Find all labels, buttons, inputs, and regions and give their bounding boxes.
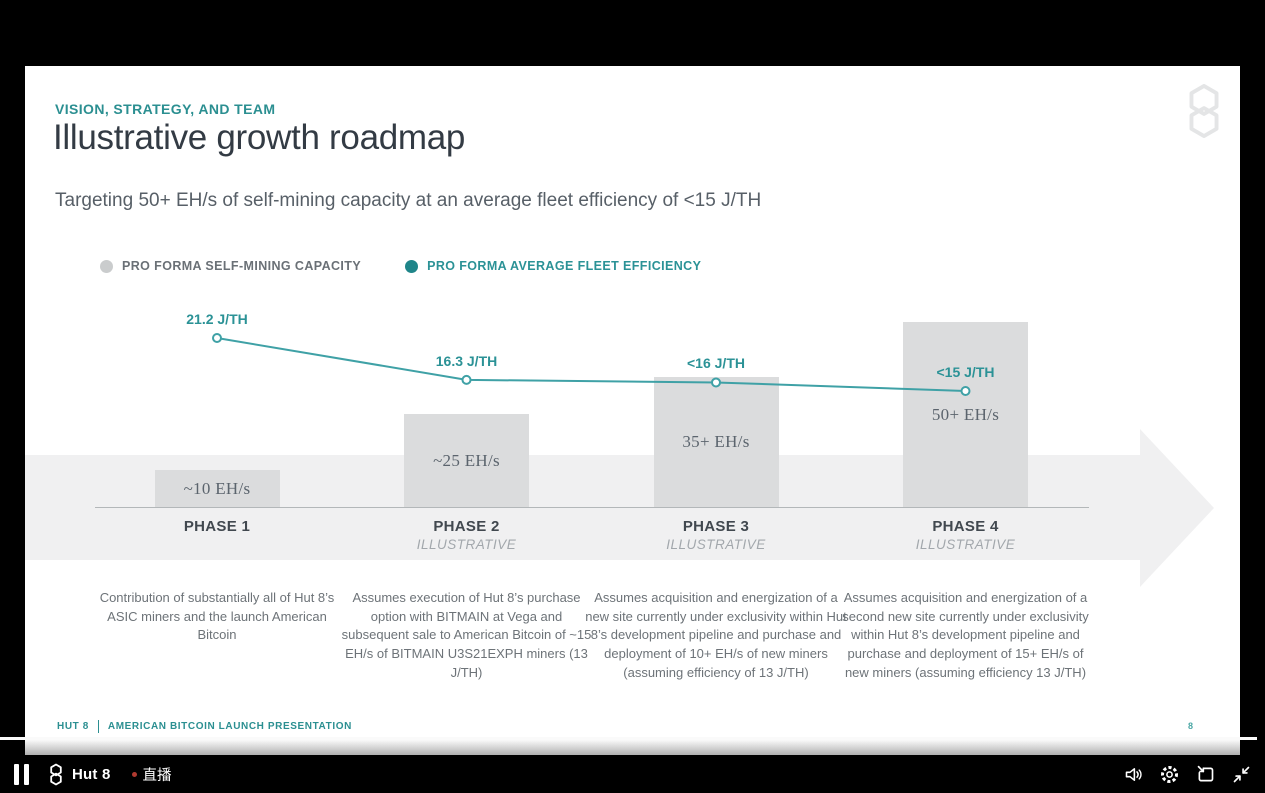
- bottom-gradient-overlay: [25, 739, 1240, 755]
- player-control-bar: Hut 8 直播: [0, 755, 1265, 793]
- video-progress-bar[interactable]: [0, 737, 1257, 740]
- footer-brand: HUT 8: [57, 721, 89, 732]
- phase-tag: ILLUSTRATIVE: [416, 537, 517, 552]
- hut8-logo: [1182, 84, 1226, 143]
- slide-footer: HUT 8 AMERICAN BITCOIN LAUNCH PRESENTATI…: [57, 720, 352, 733]
- efficiency-point-label: 16.3 J/TH: [435, 352, 498, 369]
- efficiency-point-label: 21.2 J/TH: [186, 310, 248, 327]
- bar-value-label: ~10 EH/s: [183, 478, 251, 498]
- timeline-arrow-head: [1140, 429, 1214, 587]
- phase-label: PHASE 1: [183, 518, 251, 535]
- chart-bar: ~25 EH/s: [404, 414, 529, 507]
- chart-bar: 35+ EH/s: [653, 377, 779, 507]
- pause-icon[interactable]: [14, 763, 29, 785]
- chart-bar: 50+ EH/s: [903, 322, 1028, 507]
- mini-player-icon[interactable]: [1195, 764, 1216, 785]
- footer-presentation-title: AMERICAN BITCOIN LAUNCH PRESENTATION: [107, 721, 352, 732]
- live-dot-icon: [131, 771, 137, 777]
- live-label: 直播: [142, 767, 172, 784]
- legend-item-capacity: PRO FORMA SELF-MINING CAPACITY: [100, 259, 361, 273]
- phase-description: Assumes acquisition and energization of …: [842, 590, 1089, 680]
- channel-name[interactable]: Hut 8: [72, 765, 111, 783]
- live-badge: 直播: [131, 764, 172, 785]
- phase-description: Assumes execution of Hut 8’s purchase op…: [341, 590, 592, 680]
- efficiency-point-label: <15 J/TH: [936, 364, 995, 380]
- legend-label: PRO FORMA AVERAGE FLEET EFFICIENCY: [427, 259, 702, 273]
- presentation-slide: VISION, STRATEGY, AND TEAM Illustrative …: [25, 66, 1240, 755]
- slide-subtitle: Targeting 50+ EH/s of self-mining capaci…: [55, 190, 762, 211]
- phase-description: Assumes acquisition and energization of …: [585, 590, 847, 680]
- phase-tag: ILLUSTRATIVE: [915, 537, 1016, 552]
- phase-tag: ILLUSTRATIVE: [666, 537, 766, 552]
- volume-icon[interactable]: [1123, 764, 1144, 785]
- footer-divider: [97, 720, 99, 733]
- phase-label: PHASE 4: [932, 518, 999, 535]
- bar-value-label: 50+ EH/s: [931, 404, 1000, 424]
- slide-page-number: 8: [1188, 721, 1194, 731]
- exit-fullscreen-icon[interactable]: [1231, 764, 1252, 785]
- bar-value-label: ~25 EH/s: [433, 450, 500, 470]
- slide-title: Illustrative growth roadmap: [53, 118, 466, 157]
- phase-label: PHASE 2: [433, 518, 500, 535]
- legend-label: PRO FORMA SELF-MINING CAPACITY: [122, 259, 362, 273]
- phase-label: PHASE 3: [682, 518, 750, 535]
- phase-description: Contribution of substantially all of Hut…: [99, 590, 335, 643]
- legend-item-efficiency: PRO FORMA AVERAGE FLEET EFFICIENCY: [405, 259, 701, 273]
- chart-legend: PRO FORMA SELF-MINING CAPACITY PRO FORMA …: [100, 259, 701, 273]
- section-eyebrow: VISION, STRATEGY, AND TEAM: [55, 101, 276, 117]
- efficiency-point: [212, 332, 222, 343]
- chart-bar: ~10 EH/s: [154, 470, 280, 507]
- efficiency-point: [461, 374, 472, 385]
- legend-dot-icon: [100, 259, 113, 273]
- chart-baseline: [95, 507, 1089, 508]
- gear-icon[interactable]: [1159, 764, 1180, 785]
- legend-dot-icon: [405, 259, 419, 273]
- hut8-logo-icon[interactable]: [48, 763, 64, 786]
- bar-value-label: 35+ EH/s: [682, 432, 750, 451]
- efficiency-point-label: <16 J/TH: [687, 355, 745, 372]
